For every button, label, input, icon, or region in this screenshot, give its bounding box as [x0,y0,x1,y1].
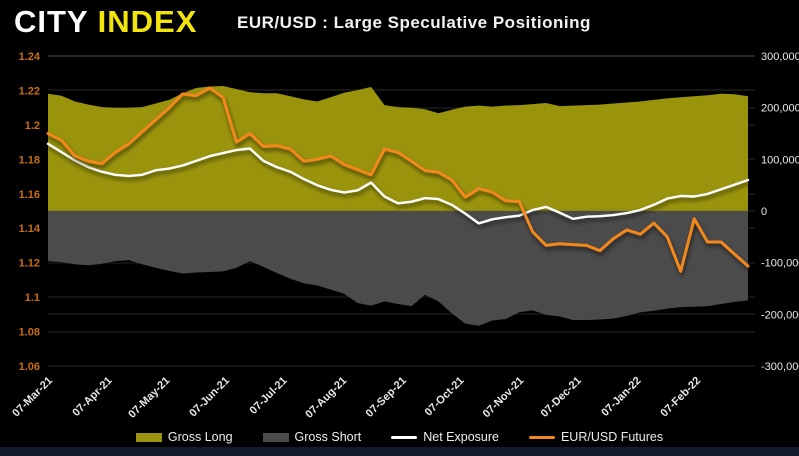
legend-label: EUR/USD Futures [560,430,664,444]
logo-city: CITY [14,4,98,39]
line-series [46,86,750,273]
legend-label: Gross Short [294,430,362,444]
page-title: EUR/USD : Large Speculative Positioning [237,13,591,32]
x-axis-tick-label: 07-May-21 [126,375,172,421]
eurusd-futures-line-icon [528,435,555,439]
right-axis-tick-label: 100,000 [761,154,799,166]
legend-label: Net Exposure [423,430,499,444]
left-axis-tick-label: 1.16 [19,189,40,201]
left-axis-tick-label: 1.06 [19,361,40,373]
x-axis-tick-label: 07-Jan-22 [599,375,643,419]
x-axis-tick-label: 07-Dec-21 [539,375,584,420]
legend-label: Gross Long [167,430,233,444]
right-axis-tick-label: 200,000 [761,103,799,115]
chart-plot: 1.24 1.22 1.2 1.18 1.16 1.14 1.12 1.1 1.08 1.06 30… [10,51,799,421]
gross-long-swatch-icon [135,432,162,442]
right-axis-tick-label: -200,000 [761,309,799,321]
x-axis-tick-label: 07-Jun-21 [187,375,232,420]
left-axis-tick-label: 1.12 [19,258,40,270]
legend-item-eurusd-futures: EUR/USD Futures [528,430,664,444]
bottom-bar [0,447,799,456]
right-axis-tick-label: -300,000 [761,361,799,373]
left-axis-tick-label: 1.24 [19,51,41,63]
city-index-logo: CITY INDEX [14,4,197,40]
left-axis-tick-label: 1.14 [19,223,41,235]
right-axis-tick-label: 300,000 [761,51,799,63]
x-axis-tick-label: 07-Sep-21 [364,375,409,420]
x-axis-tick-label: 07-Aug-21 [303,375,349,421]
logo-index: INDEX [97,4,198,39]
legend-item-gross-short: Gross Short [262,430,362,444]
left-axis-tick-label: 1.08 [19,327,40,339]
left-axis-tick-label: 1.1 [25,292,40,304]
right-axis-tick-label: -100,000 [761,258,799,270]
net-exposure-line-icon [391,435,418,439]
area-series [48,86,748,326]
right-axis-tick-label: 0 [761,206,767,218]
x-axis-tick-label: 07-Nov-21 [481,375,527,421]
x-axis-tick-label: 07-Mar-21 [10,375,55,420]
area-gross-long [48,86,748,211]
line-eur-usd-futures [46,86,750,273]
x-axis-tick-label: 07-Oct-21 [423,375,467,419]
x-axis-tick-label: 07-Apr-21 [70,375,114,419]
legend: Gross Long Gross Short Net Exposure EUR/… [0,428,799,446]
left-axis-tick-label: 1.2 [25,120,40,132]
left-axis-tick-label: 1.22 [19,85,40,97]
legend-item-gross-long: Gross Long [135,430,233,444]
x-axis-tick-label: 07-Jul-21 [248,375,290,417]
left-axis-tick-label: 1.18 [19,154,40,166]
gross-short-swatch-icon [262,432,289,442]
x-axis-tick-label: 07-Feb-22 [658,375,703,420]
line-net-exposure [46,142,750,225]
area-gross-short [48,211,748,326]
legend-item-net-exposure: Net Exposure [391,430,499,444]
